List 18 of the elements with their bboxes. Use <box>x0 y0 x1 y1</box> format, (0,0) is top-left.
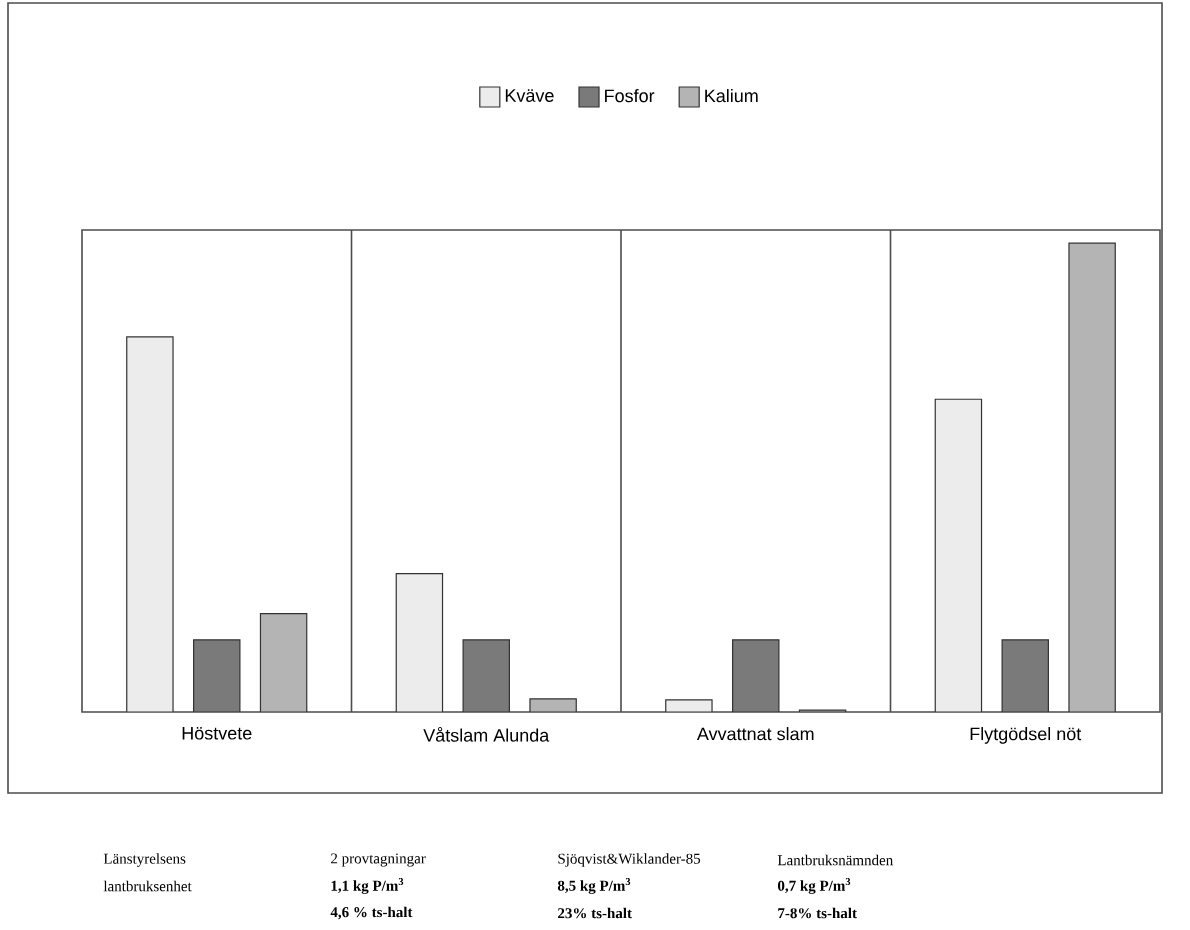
legend-label: Fosfor <box>605 89 655 103</box>
x-tick-label: Flytgödsel nöt <box>970 727 1082 744</box>
text: Sjöqvist&Wiklander-85 <box>558 853 701 867</box>
text: Länstyrelsens <box>103 853 186 867</box>
text: 4,6 % ts-halt <box>330 906 413 920</box>
text: 1,1 kg P/m$^{3}$ <box>331 878 404 894</box>
legend-label: Kväve <box>505 89 554 102</box>
text: lantbruksenhet <box>103 880 192 892</box>
legend-label: Kalium <box>705 89 758 103</box>
x-tick-label: Höstvete <box>182 727 252 740</box>
x-tick-label: Våtslam Alunda <box>423 727 550 742</box>
text: Lantbruksnämnden <box>777 854 893 866</box>
text: 23% ts-halt <box>558 907 632 919</box>
x-tick-label: Avvattnat slam <box>696 727 814 741</box>
text: 7-8% ts-halt <box>778 907 857 919</box>
text: 2 provtagningar <box>331 853 426 867</box>
text: 8,5 kg P/m$^{3}$ <box>557 878 631 894</box>
text: 0,7 kg P/m$^{3}$ <box>777 878 851 894</box>
